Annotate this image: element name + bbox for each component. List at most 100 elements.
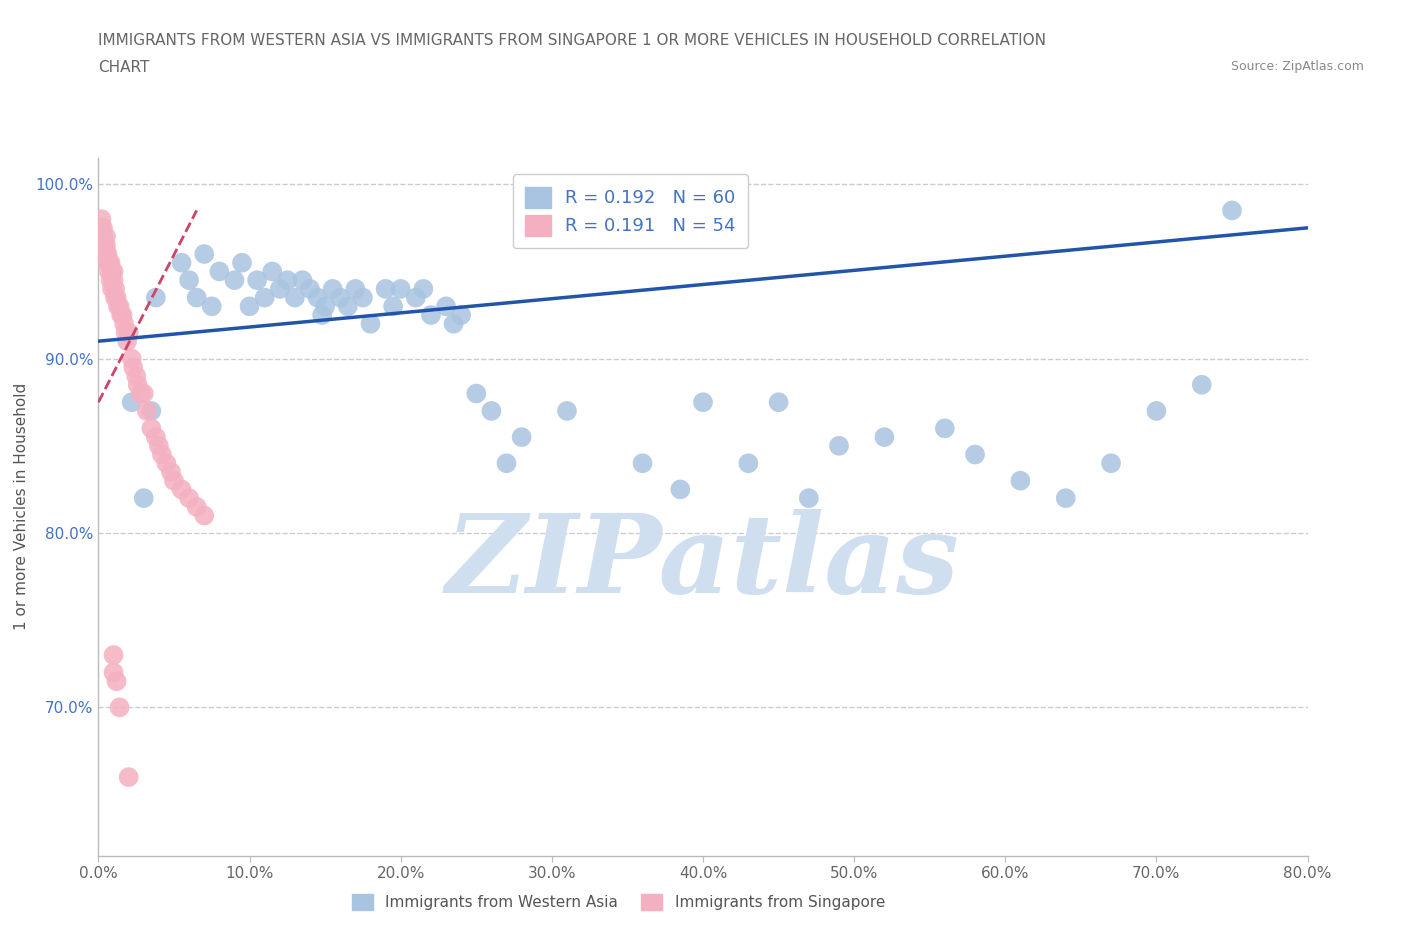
Point [148,438,170,453]
Point [465,386,488,401]
Point [107,299,129,313]
Point [797,491,820,506]
Point [163,473,186,488]
Point [112,316,135,331]
Point [179,491,201,506]
Point [91,229,114,244]
Point [495,456,517,471]
Point [231,255,253,270]
Point [155,456,177,471]
Point [1220,203,1243,218]
Point [443,316,465,331]
Point [101,282,124,297]
Point [141,421,163,436]
Point [90,220,112,235]
Point [105,674,128,689]
Y-axis label: 1 or more Vehicles in Household: 1 or more Vehicles in Household [14,383,28,631]
Point [224,272,246,287]
Point [269,282,291,297]
Point [412,282,434,297]
Point [111,308,134,323]
Point [91,220,114,235]
Point [94,246,117,261]
Point [145,290,167,305]
Point [125,368,148,383]
Point [669,482,692,497]
Text: ZIPatlas: ZIPatlas [446,509,960,617]
Point [481,404,503,418]
Point [141,404,163,418]
Point [100,255,122,270]
Point [103,665,125,680]
Point [291,272,314,287]
Point [276,272,298,287]
Legend: Immigrants from Western Asia, Immigrants from Singapore: Immigrants from Western Asia, Immigrants… [344,886,893,918]
Point [322,282,344,297]
Point [94,238,117,253]
Point [737,456,759,471]
Point [555,404,578,418]
Point [1010,473,1032,488]
Point [150,447,173,462]
Point [91,238,114,253]
Point [374,282,396,297]
Point [135,404,157,418]
Point [768,394,790,409]
Point [110,308,132,323]
Point [1191,378,1213,392]
Point [103,272,125,287]
Point [121,352,143,366]
Point [186,290,208,305]
Point [420,308,443,323]
Point [94,229,117,244]
Point [186,499,208,514]
Point [122,360,145,375]
Point [127,378,149,392]
Point [98,255,121,270]
Point [90,212,112,227]
Point [101,264,124,279]
Point [114,325,136,339]
Point [129,386,152,401]
Point [115,334,138,349]
Point [307,290,329,305]
Point [262,264,284,279]
Point [631,456,654,471]
Point [692,394,714,409]
Point [93,238,115,253]
Point [934,421,956,436]
Point [1054,491,1077,506]
Point [311,308,333,323]
Point [434,299,457,313]
Point [246,272,269,287]
Point [828,438,851,453]
Point [93,246,115,261]
Point [314,299,336,313]
Point [450,308,472,323]
Point [118,770,141,785]
Point [132,386,155,401]
Point [299,282,322,297]
Point [108,700,131,715]
Point [103,264,125,279]
Point [160,465,183,480]
Point [382,299,405,313]
Text: CHART: CHART [98,60,150,75]
Text: Source: ZipAtlas.com: Source: ZipAtlas.com [1230,60,1364,73]
Point [96,255,118,270]
Point [352,290,374,305]
Point [98,264,121,279]
Point [201,299,224,313]
Point [873,430,896,445]
Point [510,430,533,445]
Point [193,246,215,261]
Point [360,316,382,331]
Point [208,264,231,279]
Point [105,290,128,305]
Point [179,272,201,287]
Point [108,299,131,313]
Point [145,430,167,445]
Point [1144,404,1167,418]
Point [1099,456,1122,471]
Point [132,491,155,506]
